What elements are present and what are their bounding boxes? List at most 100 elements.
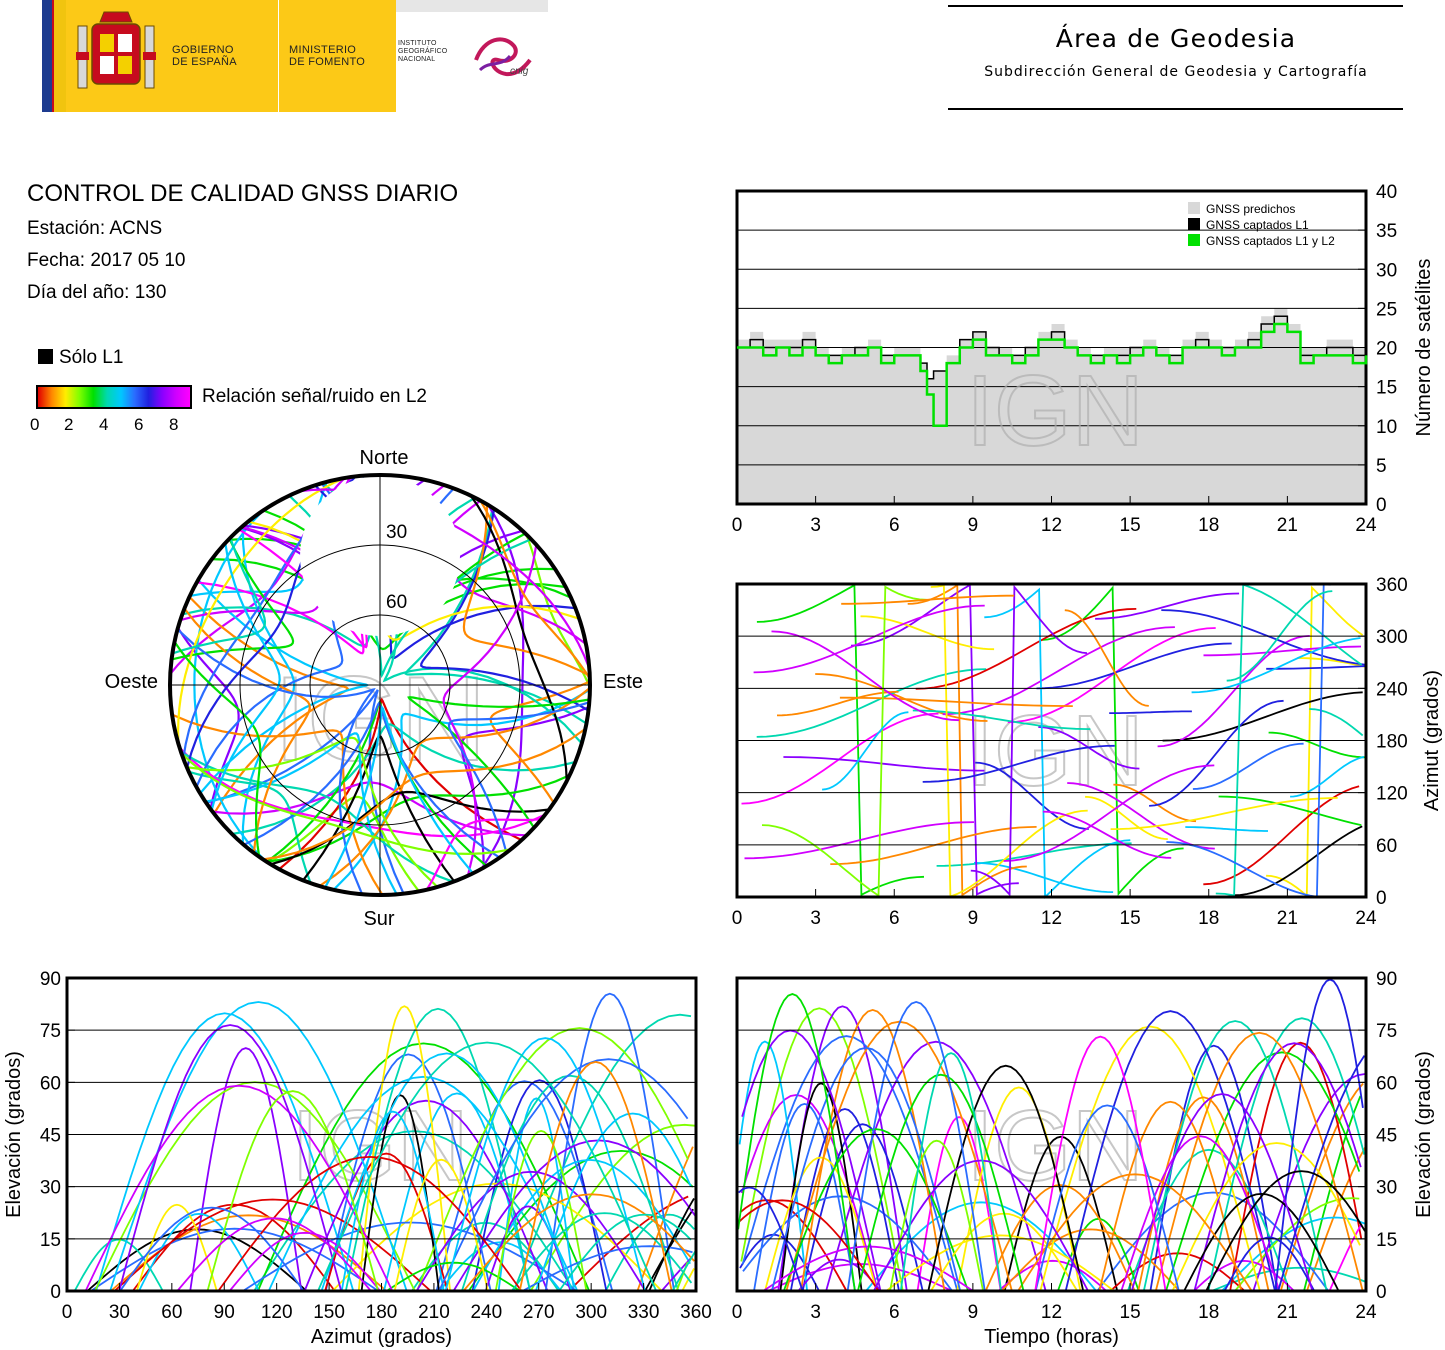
satellite-track xyxy=(172,537,267,655)
x-tick-label: 3 xyxy=(810,515,821,536)
elevation-track xyxy=(84,1084,394,1292)
cnig-logo-icon: cnig xyxy=(474,37,532,77)
y-tick-label: 300 xyxy=(1376,627,1408,648)
x-tick-label: 150 xyxy=(313,1302,345,1323)
elevation-track xyxy=(136,1203,218,1292)
x-tick-label: 120 xyxy=(261,1302,293,1323)
elevation-track xyxy=(95,1012,355,1292)
satellite-track xyxy=(183,607,311,854)
elevation-time-track xyxy=(771,1046,962,1292)
azimuth-track xyxy=(1266,665,1366,670)
compass-west: Oeste xyxy=(105,671,158,693)
elevation-track xyxy=(604,1213,695,1292)
elevation-track xyxy=(648,1197,695,1292)
government-banner: GOBIERNO DE ESPAÑA xyxy=(66,0,278,112)
x-tick-label: 9 xyxy=(968,908,979,929)
area-subtitle: Subdirección General de Geodesia y Carto… xyxy=(984,64,1368,80)
ring-label: 30 xyxy=(386,522,407,543)
azimuth-track xyxy=(1161,609,1365,666)
x-tick-label: 18 xyxy=(1198,908,1219,929)
satellite-track xyxy=(469,494,568,782)
ign-line-3: NACIONAL xyxy=(398,56,436,63)
x-tick-label: 15 xyxy=(1120,1302,1141,1323)
elevation-time-track xyxy=(1137,1096,1270,1292)
y-tick-label: 60 xyxy=(1376,836,1397,857)
azimuth-track xyxy=(753,604,985,674)
y-tick-label: 30 xyxy=(1376,260,1397,281)
azimuth-track xyxy=(771,630,960,722)
elevation-time-track xyxy=(1154,1031,1364,1292)
x-tick-label: 24 xyxy=(1355,1302,1377,1323)
elevation-track xyxy=(132,1203,336,1292)
ministry-line-2: DE FOMENTO xyxy=(289,56,366,68)
l1-only-label: Sólo L1 xyxy=(59,347,124,368)
header-rule-top xyxy=(948,5,1403,7)
x-tick-label: 6 xyxy=(889,908,900,929)
x-tick-label: 30 xyxy=(109,1302,130,1323)
snr-colorbar xyxy=(36,385,192,409)
elevation-track xyxy=(118,1024,343,1292)
azimuth-track xyxy=(1042,810,1172,859)
y-tick-label: 5 xyxy=(1376,456,1387,477)
legend-swatch xyxy=(1188,234,1200,246)
elevation-track xyxy=(113,1198,432,1292)
azimuth-track xyxy=(936,842,1132,867)
x-tick-label: 9 xyxy=(968,1302,979,1323)
azimuth-track xyxy=(822,711,909,791)
snr-colorbar-label: Relación señal/ruido en L2 xyxy=(202,386,427,407)
compass-north: Norte xyxy=(360,447,409,469)
elevation-track xyxy=(90,1227,379,1292)
elevation-time-track xyxy=(740,1007,904,1292)
l1-only-swatch xyxy=(38,349,53,364)
station-label: Estación: ACNS xyxy=(27,218,163,239)
satellite-track xyxy=(180,750,454,883)
azimuth-track xyxy=(973,861,1114,893)
x-tick-label: 180 xyxy=(366,1302,398,1323)
elevation-time-track xyxy=(1034,1035,1167,1292)
azimuth-track xyxy=(1113,783,1197,823)
x-tick-label: 300 xyxy=(575,1302,607,1323)
x-tick-label: 12 xyxy=(1041,1302,1062,1323)
y-tick-label: 75 xyxy=(40,1021,61,1042)
satellite-track xyxy=(176,476,346,745)
elevation-time-track xyxy=(1165,1051,1361,1292)
elevation-time-track xyxy=(927,1064,1085,1292)
elevation-track xyxy=(242,1221,578,1292)
azimuth-track xyxy=(1085,795,1168,840)
snr-tick: 0 xyxy=(30,415,40,434)
elevation-time-track xyxy=(741,1035,959,1292)
elevation-time-track xyxy=(1211,1266,1366,1292)
azimuth-track xyxy=(922,744,1115,783)
azimuth-track xyxy=(975,761,1089,830)
satellite-track xyxy=(176,628,376,895)
elevation-track xyxy=(444,1037,646,1292)
y-tick-label: 0 xyxy=(1376,888,1387,909)
elevation-track xyxy=(393,1158,489,1292)
azimuth-track xyxy=(1036,642,1232,690)
y-tick-label: 30 xyxy=(1376,1178,1397,1199)
elevation-time-track xyxy=(885,1234,1115,1292)
satellite-track xyxy=(205,732,398,895)
y-tick-label: 35 xyxy=(1376,221,1397,242)
azimuth-track xyxy=(1192,742,1304,790)
satellite-track xyxy=(442,544,538,876)
x-tick-label: 3 xyxy=(810,908,821,929)
compass-south: Sur xyxy=(363,908,394,930)
elevation-track xyxy=(176,1217,372,1292)
elevation-track xyxy=(228,1231,381,1292)
elevation-track xyxy=(534,1112,692,1292)
satellite-count-chart: 0 5 10 15 20 25 30 35 40 0 3 6 9 12 15 18 21 24 IGN GNSS pr… xyxy=(732,182,1435,536)
y-tick-label: 20 xyxy=(1376,339,1397,360)
eu-stars-icon xyxy=(42,0,52,112)
elevation-time-track xyxy=(1034,1104,1180,1292)
azimuth-track xyxy=(841,594,1015,605)
y-tick-label: 75 xyxy=(1376,1021,1397,1042)
elevation-track xyxy=(513,1013,692,1292)
elevation-track xyxy=(257,1042,591,1292)
x-tick-label: 12 xyxy=(1041,908,1062,929)
y-axis-title: Número de satélites xyxy=(1413,259,1435,437)
elevation-track xyxy=(416,1027,689,1292)
x-tick-label: 21 xyxy=(1277,1302,1298,1323)
